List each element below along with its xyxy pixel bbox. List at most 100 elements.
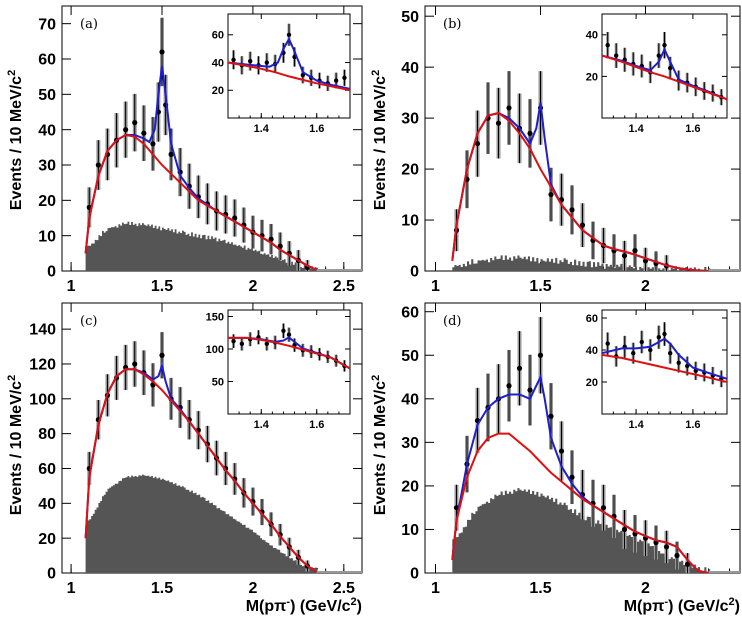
x-tick-label: 2 bbox=[248, 278, 257, 295]
data-point bbox=[268, 236, 274, 242]
data-point bbox=[132, 120, 138, 126]
inset-data-point bbox=[333, 78, 339, 83]
data-point bbox=[527, 130, 533, 137]
inset-panel: 1.4 1.6 20 40 60 bbox=[586, 309, 728, 431]
inset-panel: 1.4 1.6 50 100 150 bbox=[206, 309, 351, 431]
inset-data-point bbox=[342, 75, 347, 80]
inset-data-point bbox=[676, 360, 681, 365]
y-axis-title-sup: 2 bbox=[370, 375, 382, 381]
x-tick-label: 1.4 bbox=[628, 419, 644, 431]
x-axis-title-sup: 2 bbox=[351, 596, 357, 608]
inset-data-point bbox=[605, 43, 610, 48]
data-point bbox=[159, 49, 165, 55]
y-tick-label: 0 bbox=[410, 264, 419, 281]
y-tick-label: 30 bbox=[38, 158, 56, 175]
y-tick-label: 40 bbox=[401, 60, 419, 77]
y-tick-label: 20 bbox=[212, 85, 224, 97]
background-histogram bbox=[452, 255, 711, 271]
inset-data-point bbox=[264, 60, 270, 65]
data-point bbox=[537, 352, 544, 358]
data-point bbox=[632, 248, 638, 254]
inset-panel: 1.4 1.6 20 40 bbox=[586, 13, 728, 135]
data-point bbox=[474, 140, 481, 147]
x-tick-label: 1 bbox=[67, 580, 76, 597]
y-tick-label: 60 bbox=[586, 313, 598, 325]
x-axis-title-base: M(pπ bbox=[624, 598, 665, 615]
y-tick-label: 10 bbox=[401, 213, 419, 230]
data-point bbox=[159, 352, 165, 358]
data-point bbox=[506, 383, 512, 389]
data-point bbox=[569, 474, 575, 480]
inset-data-point bbox=[639, 339, 644, 345]
y-tick-label: 60 bbox=[212, 30, 224, 42]
x-tick-label: 1 bbox=[67, 278, 76, 295]
data-point bbox=[123, 127, 129, 133]
inset-data-point bbox=[656, 53, 662, 58]
data-point bbox=[548, 413, 554, 419]
inset-background-fit-curve bbox=[602, 54, 727, 101]
y-tick-label: 30 bbox=[401, 111, 419, 128]
x-tick-label: 2 bbox=[641, 580, 650, 597]
inset-plot-area bbox=[228, 323, 350, 372]
y-tick-label: 40 bbox=[38, 122, 56, 139]
background-histogram bbox=[85, 221, 319, 271]
panel-c: 1 1.5 2 2.5 0 20 40 60 80 100 120 140 (c) 1.4 1.6 50 100… bbox=[29, 302, 363, 597]
plot-area bbox=[451, 71, 740, 271]
data-point bbox=[150, 141, 156, 147]
data-point bbox=[621, 253, 628, 259]
background-histogram bbox=[85, 474, 319, 573]
inset-data-point bbox=[231, 57, 236, 62]
y-tick-label: 0 bbox=[47, 566, 56, 583]
x-axis-title-close: ) bbox=[357, 598, 362, 615]
inset-data-point bbox=[281, 328, 286, 333]
inset-data-point bbox=[286, 32, 292, 37]
inset-frame bbox=[601, 13, 728, 119]
y-tick-label: 40 bbox=[586, 30, 598, 42]
x-axis-title-left: M(pπ-) (GeV/c2) bbox=[246, 596, 362, 615]
data-point bbox=[558, 448, 565, 454]
x-tick-label: 1.5 bbox=[151, 580, 173, 597]
y-axis-title-text: Events / 10 MeV/c bbox=[372, 381, 389, 515]
inset-data-point bbox=[656, 335, 662, 340]
y-tick-label: 20 bbox=[38, 193, 56, 210]
y-axis-title-bottom-left: Events / 10 MeV/c2 bbox=[6, 375, 25, 515]
inset-plot-area bbox=[602, 32, 727, 106]
x-tick-label: 1.5 bbox=[151, 278, 173, 295]
inset-panel: 1.4 1.6 20 40 60 bbox=[212, 13, 351, 135]
y-tick-label: 140 bbox=[29, 322, 56, 339]
inset-data-point bbox=[662, 331, 667, 337]
plot-area bbox=[84, 17, 362, 271]
x-tick-label: 1 bbox=[431, 278, 440, 295]
panel-label: (c) bbox=[80, 314, 97, 329]
y-tick-label: 40 bbox=[212, 57, 224, 69]
y-axis-title-top-right: Events / 10 MeV/c2 bbox=[370, 70, 389, 210]
x-tick-label: 2.5 bbox=[333, 278, 355, 295]
y-tick-label: 80 bbox=[38, 426, 56, 443]
y-tick-label: 100 bbox=[29, 391, 56, 408]
inset-data-point bbox=[614, 53, 619, 58]
data-point bbox=[548, 191, 554, 198]
panel-label: (d) bbox=[443, 314, 461, 329]
y-axis-title-sup: 2 bbox=[370, 70, 382, 76]
inset-data-point bbox=[667, 351, 673, 356]
y-tick-label: 40 bbox=[38, 496, 56, 513]
plot-area bbox=[84, 332, 362, 573]
y-tick-label: 60 bbox=[401, 304, 419, 321]
x-axis-title-unit: ) (GeV/c bbox=[668, 598, 729, 615]
x-axis-title-unit: ) (GeV/c bbox=[290, 598, 351, 615]
y-tick-label: 120 bbox=[29, 357, 56, 374]
y-tick-label: 20 bbox=[586, 377, 598, 389]
data-point bbox=[621, 526, 628, 533]
y-tick-label: 60 bbox=[38, 461, 56, 478]
inset-background-fit-curve bbox=[228, 336, 350, 370]
y-tick-label: 40 bbox=[401, 391, 419, 408]
data-point bbox=[95, 162, 101, 168]
y-tick-label: 0 bbox=[410, 566, 419, 583]
inset-data-point bbox=[631, 351, 636, 356]
data-point bbox=[168, 151, 174, 157]
y-axis-title-sup: 2 bbox=[6, 375, 18, 381]
panel-label: (a) bbox=[80, 17, 98, 32]
inset-data-point bbox=[286, 332, 292, 337]
inset-data-point bbox=[667, 65, 673, 71]
